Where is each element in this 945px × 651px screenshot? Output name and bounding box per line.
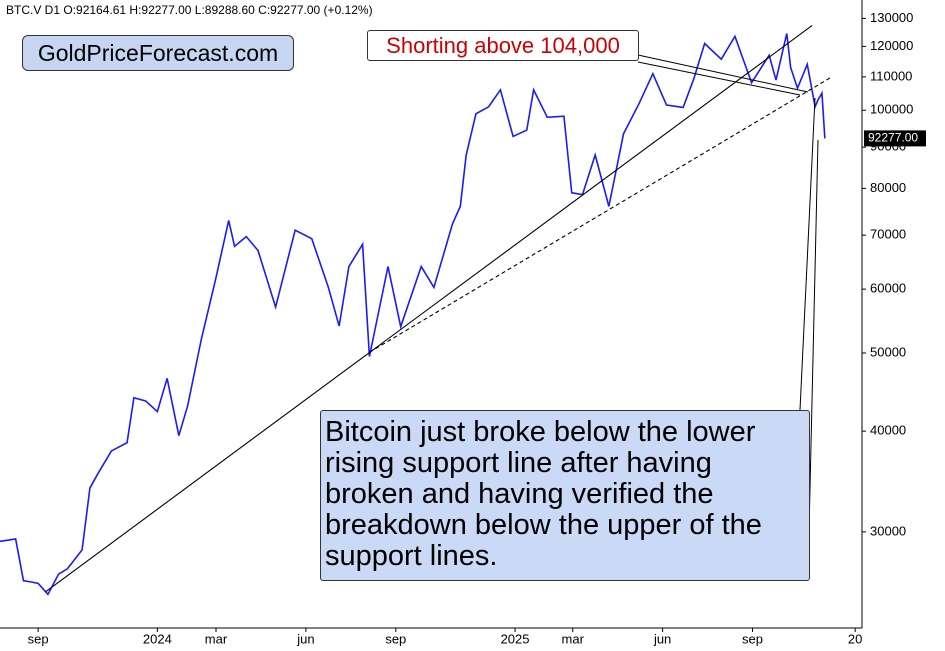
y-tick-label: 50000: [870, 344, 906, 359]
y-tick-label: 80000: [870, 180, 906, 195]
trend-line: [369, 77, 832, 353]
x-tick-label: mar: [562, 631, 585, 646]
x-tick-label: 2025: [501, 631, 530, 646]
chart-header: BTC.V D1 O:92164.61 H:92277.00 L:89288.6…: [6, 3, 373, 17]
y-tick-label: 40000: [870, 423, 906, 438]
x-tick-label: sep: [742, 631, 763, 646]
price-line: [0, 33, 826, 596]
y-tick-label: 60000: [870, 281, 906, 296]
x-tick-label: sep: [385, 631, 406, 646]
watermark: GoldPriceForecast.com: [22, 35, 294, 71]
x-tick-label: 20: [848, 631, 862, 646]
last-price-box: [864, 130, 926, 147]
annotation: Bitcoin just broke below the lower risin…: [320, 410, 810, 581]
y-tick-label: 130000: [870, 10, 913, 25]
callout-line: [637, 54, 809, 93]
annotation: Shorting above 104,000: [367, 30, 639, 61]
y-tick-label: 70000: [870, 227, 906, 242]
x-tick-label: mar: [205, 631, 228, 646]
callout-line: [637, 61, 801, 96]
x-tick-label: jun: [296, 631, 314, 646]
y-tick-label: 120000: [870, 38, 913, 53]
x-tick-label: 2024: [143, 631, 172, 646]
x-tick-label: jun: [653, 631, 671, 646]
x-tick-label: sep: [28, 631, 49, 646]
trend-line: [45, 24, 813, 593]
y-tick-label: 110000: [870, 68, 912, 83]
callout-line: [799, 97, 816, 411]
y-tick-label: 100000: [870, 102, 913, 117]
last-price-label: 92277.00: [868, 131, 918, 145]
y-tick-label: 30000: [870, 523, 906, 538]
